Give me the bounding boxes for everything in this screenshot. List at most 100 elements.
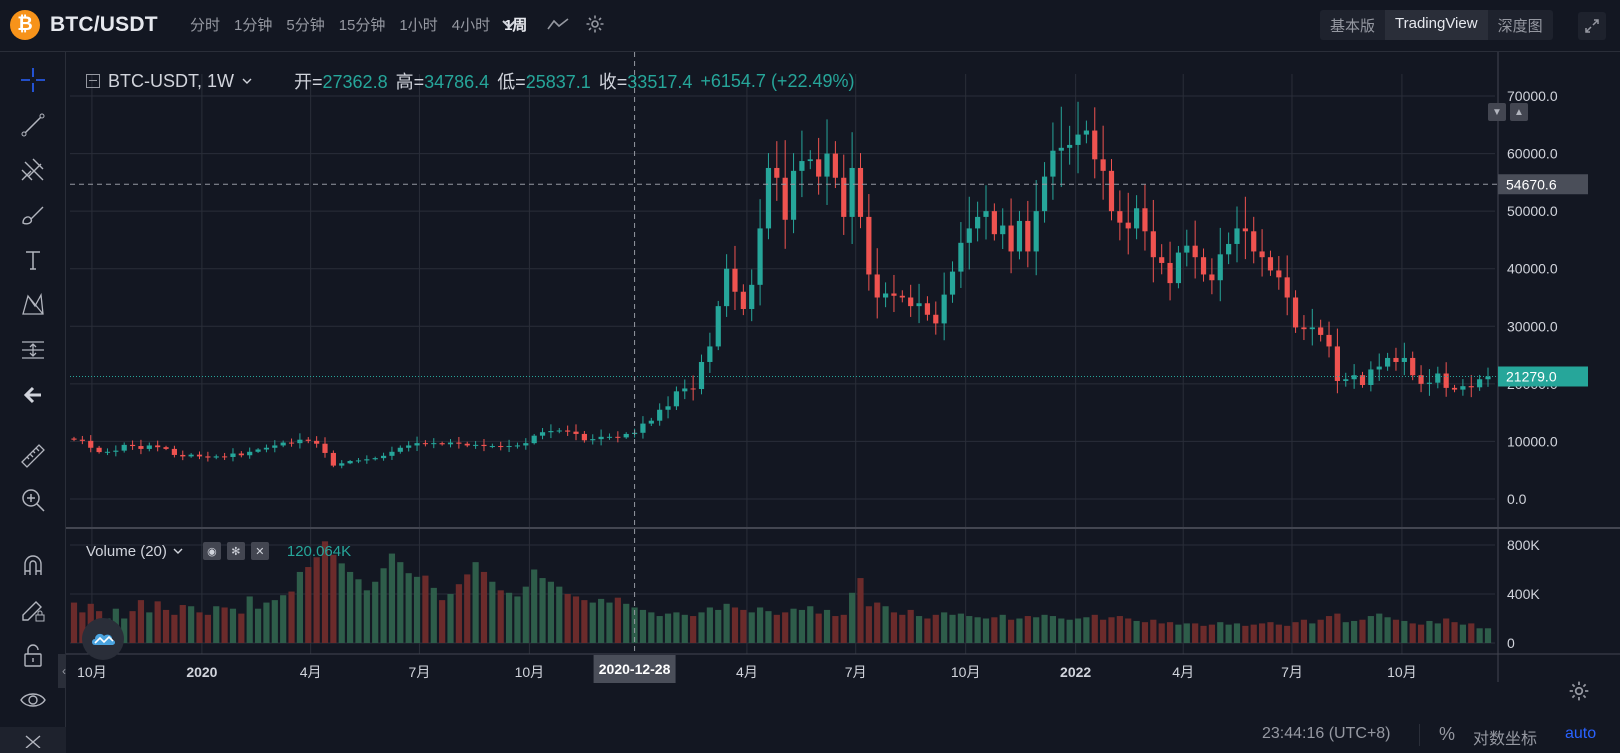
chevron-down-icon[interactable]: [497, 12, 521, 36]
axis-settings-icon[interactable]: [1568, 680, 1590, 707]
volume-bar: [188, 606, 195, 643]
candle-body: [230, 453, 236, 457]
volume-bar: [162, 609, 170, 643]
pitchfork-icon[interactable]: [17, 154, 49, 186]
chart-type-icon[interactable]: [546, 12, 570, 36]
volume-legend: Volume (20) ◉ ✻ ✕ 120.064K: [86, 542, 351, 560]
candle-body: [1334, 346, 1340, 381]
zoom-in-icon[interactable]: [17, 484, 49, 516]
candle-body: [548, 431, 554, 433]
volume-bar: [1217, 622, 1224, 643]
volume-bar: [840, 614, 847, 643]
view-tabs: 基本版 TradingView 深度图: [1320, 10, 1553, 40]
volume-bar: [1007, 619, 1015, 643]
candle-body: [280, 442, 286, 446]
volume-bar: [731, 607, 739, 643]
candle-body: [314, 440, 320, 444]
volume-bar: [1066, 619, 1073, 643]
text-icon[interactable]: [17, 244, 49, 276]
collapse-legend-icon[interactable]: [86, 74, 100, 88]
volume-bar: [832, 616, 839, 643]
volume-bar: [1484, 628, 1492, 643]
ruler-icon[interactable]: [17, 440, 49, 472]
lock-drawing-icon[interactable]: [17, 594, 49, 626]
eye-icon[interactable]: [17, 684, 49, 716]
interval-6[interactable]: 1周: [504, 17, 528, 34]
candle-body: [322, 443, 328, 453]
volume-bar: [1409, 623, 1416, 643]
candle-body: [129, 444, 136, 447]
volume-bar: [171, 614, 178, 643]
volume-bar: [849, 592, 856, 643]
interval-4[interactable]: 1小时: [399, 17, 438, 34]
magnet-icon[interactable]: [17, 549, 49, 581]
brush-icon[interactable]: [17, 199, 49, 231]
candle-body: [1393, 357, 1399, 362]
candle-body: [288, 442, 295, 444]
volume-bar: [949, 614, 956, 643]
volume-bar: [966, 616, 973, 643]
scroll-up-icon[interactable]: ▲: [1510, 103, 1528, 121]
volume-bar: [79, 612, 86, 643]
price-tick-label: 0.0: [1507, 491, 1527, 507]
auto-scale-toggle[interactable]: auto: [1565, 725, 1597, 742]
brand: ₿ BTC/USDT: [10, 10, 158, 40]
candle-body: [556, 430, 562, 432]
crosshair-icon[interactable]: [17, 64, 49, 96]
volume-bar: [1175, 624, 1182, 643]
fullscreen-icon[interactable]: [1578, 12, 1606, 40]
more-tools-icon[interactable]: [0, 727, 66, 753]
volume-bar: [865, 606, 872, 643]
chevron-down-icon[interactable]: [242, 78, 252, 85]
symbol-interval[interactable]: BTC-USDT, 1W: [108, 70, 234, 91]
candle-body: [782, 177, 788, 220]
interval-1[interactable]: 1分钟: [234, 17, 273, 34]
candle-body: [1477, 379, 1483, 388]
candle-body: [1159, 257, 1165, 263]
interval-2[interactable]: 5分钟: [286, 17, 325, 34]
pair-title[interactable]: BTC/USDT: [50, 13, 158, 36]
candle-body: [824, 153, 830, 177]
crosshair-date-badge: [593, 655, 676, 683]
volume-bar: [1116, 616, 1123, 643]
percent-toggle[interactable]: %: [1439, 724, 1456, 744]
view-tab-0[interactable]: 基本版: [1330, 18, 1376, 35]
candle-body: [473, 444, 479, 446]
log-scale-toggle[interactable]: 对数坐标: [1473, 731, 1538, 748]
view-tab-2[interactable]: 深度图: [1497, 18, 1543, 35]
volume-bar: [246, 596, 253, 643]
interval-5[interactable]: 4小时: [451, 17, 491, 34]
candle-body: [1460, 386, 1466, 390]
arrow-left-icon[interactable]: [17, 379, 49, 411]
interval-0[interactable]: 分时: [190, 17, 221, 34]
candle-body: [222, 456, 228, 458]
price-chart[interactable]: 0.010000.020000.030000.040000.050000.060…: [66, 52, 1620, 718]
remove-icon[interactable]: ✕: [250, 542, 269, 560]
position-icon[interactable]: [17, 334, 49, 366]
settings-icon[interactable]: ✻: [226, 542, 245, 560]
volume-bar: [915, 616, 923, 643]
pattern-icon[interactable]: [17, 289, 49, 321]
volume-label[interactable]: Volume (20): [86, 542, 167, 560]
unlock-icon[interactable]: [17, 639, 49, 671]
volume-bar: [598, 598, 605, 643]
volume-bar: [179, 605, 186, 643]
candle-body: [908, 297, 914, 307]
volume-bar: [330, 554, 337, 643]
low-value: 25837.1: [525, 72, 591, 92]
trend-line-icon[interactable]: [17, 109, 49, 141]
interval-3[interactable]: 15分钟: [338, 17, 386, 34]
candle-body: [406, 445, 412, 448]
volume-bar: [556, 586, 563, 643]
drawing-toolbar: [0, 52, 66, 753]
gear-icon[interactable]: [583, 12, 607, 36]
visibility-icon[interactable]: ◉: [202, 542, 221, 560]
candle-body: [113, 450, 119, 452]
candle-body: [1292, 297, 1299, 328]
candle-body: [874, 274, 880, 298]
view-tab-1[interactable]: TradingView: [1385, 10, 1488, 40]
volume-bar: [1376, 613, 1383, 643]
clock[interactable]: 23:44:16 (UTC+8): [1262, 725, 1391, 742]
scroll-down-icon[interactable]: ▼: [1488, 103, 1506, 121]
chevron-down-icon[interactable]: [173, 548, 183, 555]
